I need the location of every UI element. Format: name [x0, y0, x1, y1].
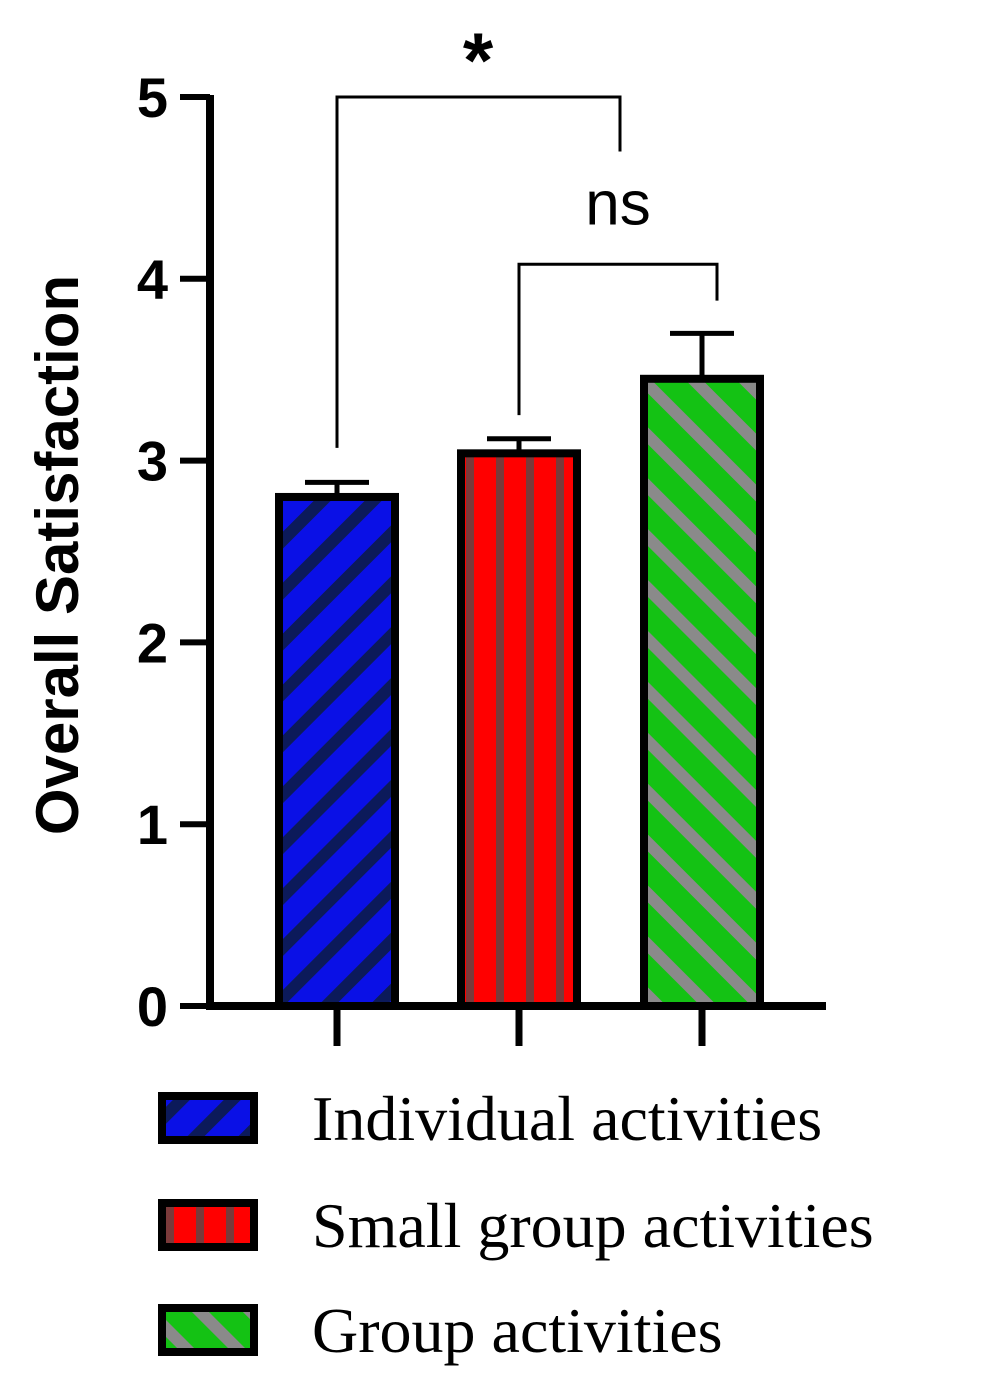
significance-label: ns	[585, 169, 650, 238]
y-tick-label: 3	[137, 430, 168, 493]
legend-label: Individual activities	[312, 1083, 822, 1154]
bar	[457, 449, 581, 1010]
y-tick-label: 0	[137, 975, 168, 1038]
y-tick-label: 1	[137, 793, 168, 856]
y-tick-label: 2	[137, 611, 168, 674]
bar	[275, 492, 399, 1010]
significance-bracket	[517, 262, 719, 416]
legend-swatch	[158, 1092, 258, 1144]
y-tick-label: 4	[137, 248, 168, 311]
legend-swatch	[158, 1304, 258, 1356]
legend-label: Small group activities	[312, 1190, 874, 1261]
bar	[640, 374, 764, 1011]
significance-label: *	[463, 16, 494, 104]
significance-bracket	[335, 95, 622, 448]
y-tick-label: 5	[137, 66, 168, 129]
legend-swatch	[158, 1199, 258, 1251]
y-ticks: 0 1 2 3 4 5	[137, 66, 210, 1038]
significance-brackets: * ns	[335, 16, 719, 448]
bars	[275, 374, 764, 1011]
x-ticks	[333, 1006, 706, 1046]
y-axis-label: Overall Satisfaction	[24, 275, 91, 835]
legend-label: Group activities	[312, 1295, 723, 1366]
error-bars	[305, 330, 734, 497]
legend: Individual activities Small group activit…	[158, 1083, 874, 1366]
